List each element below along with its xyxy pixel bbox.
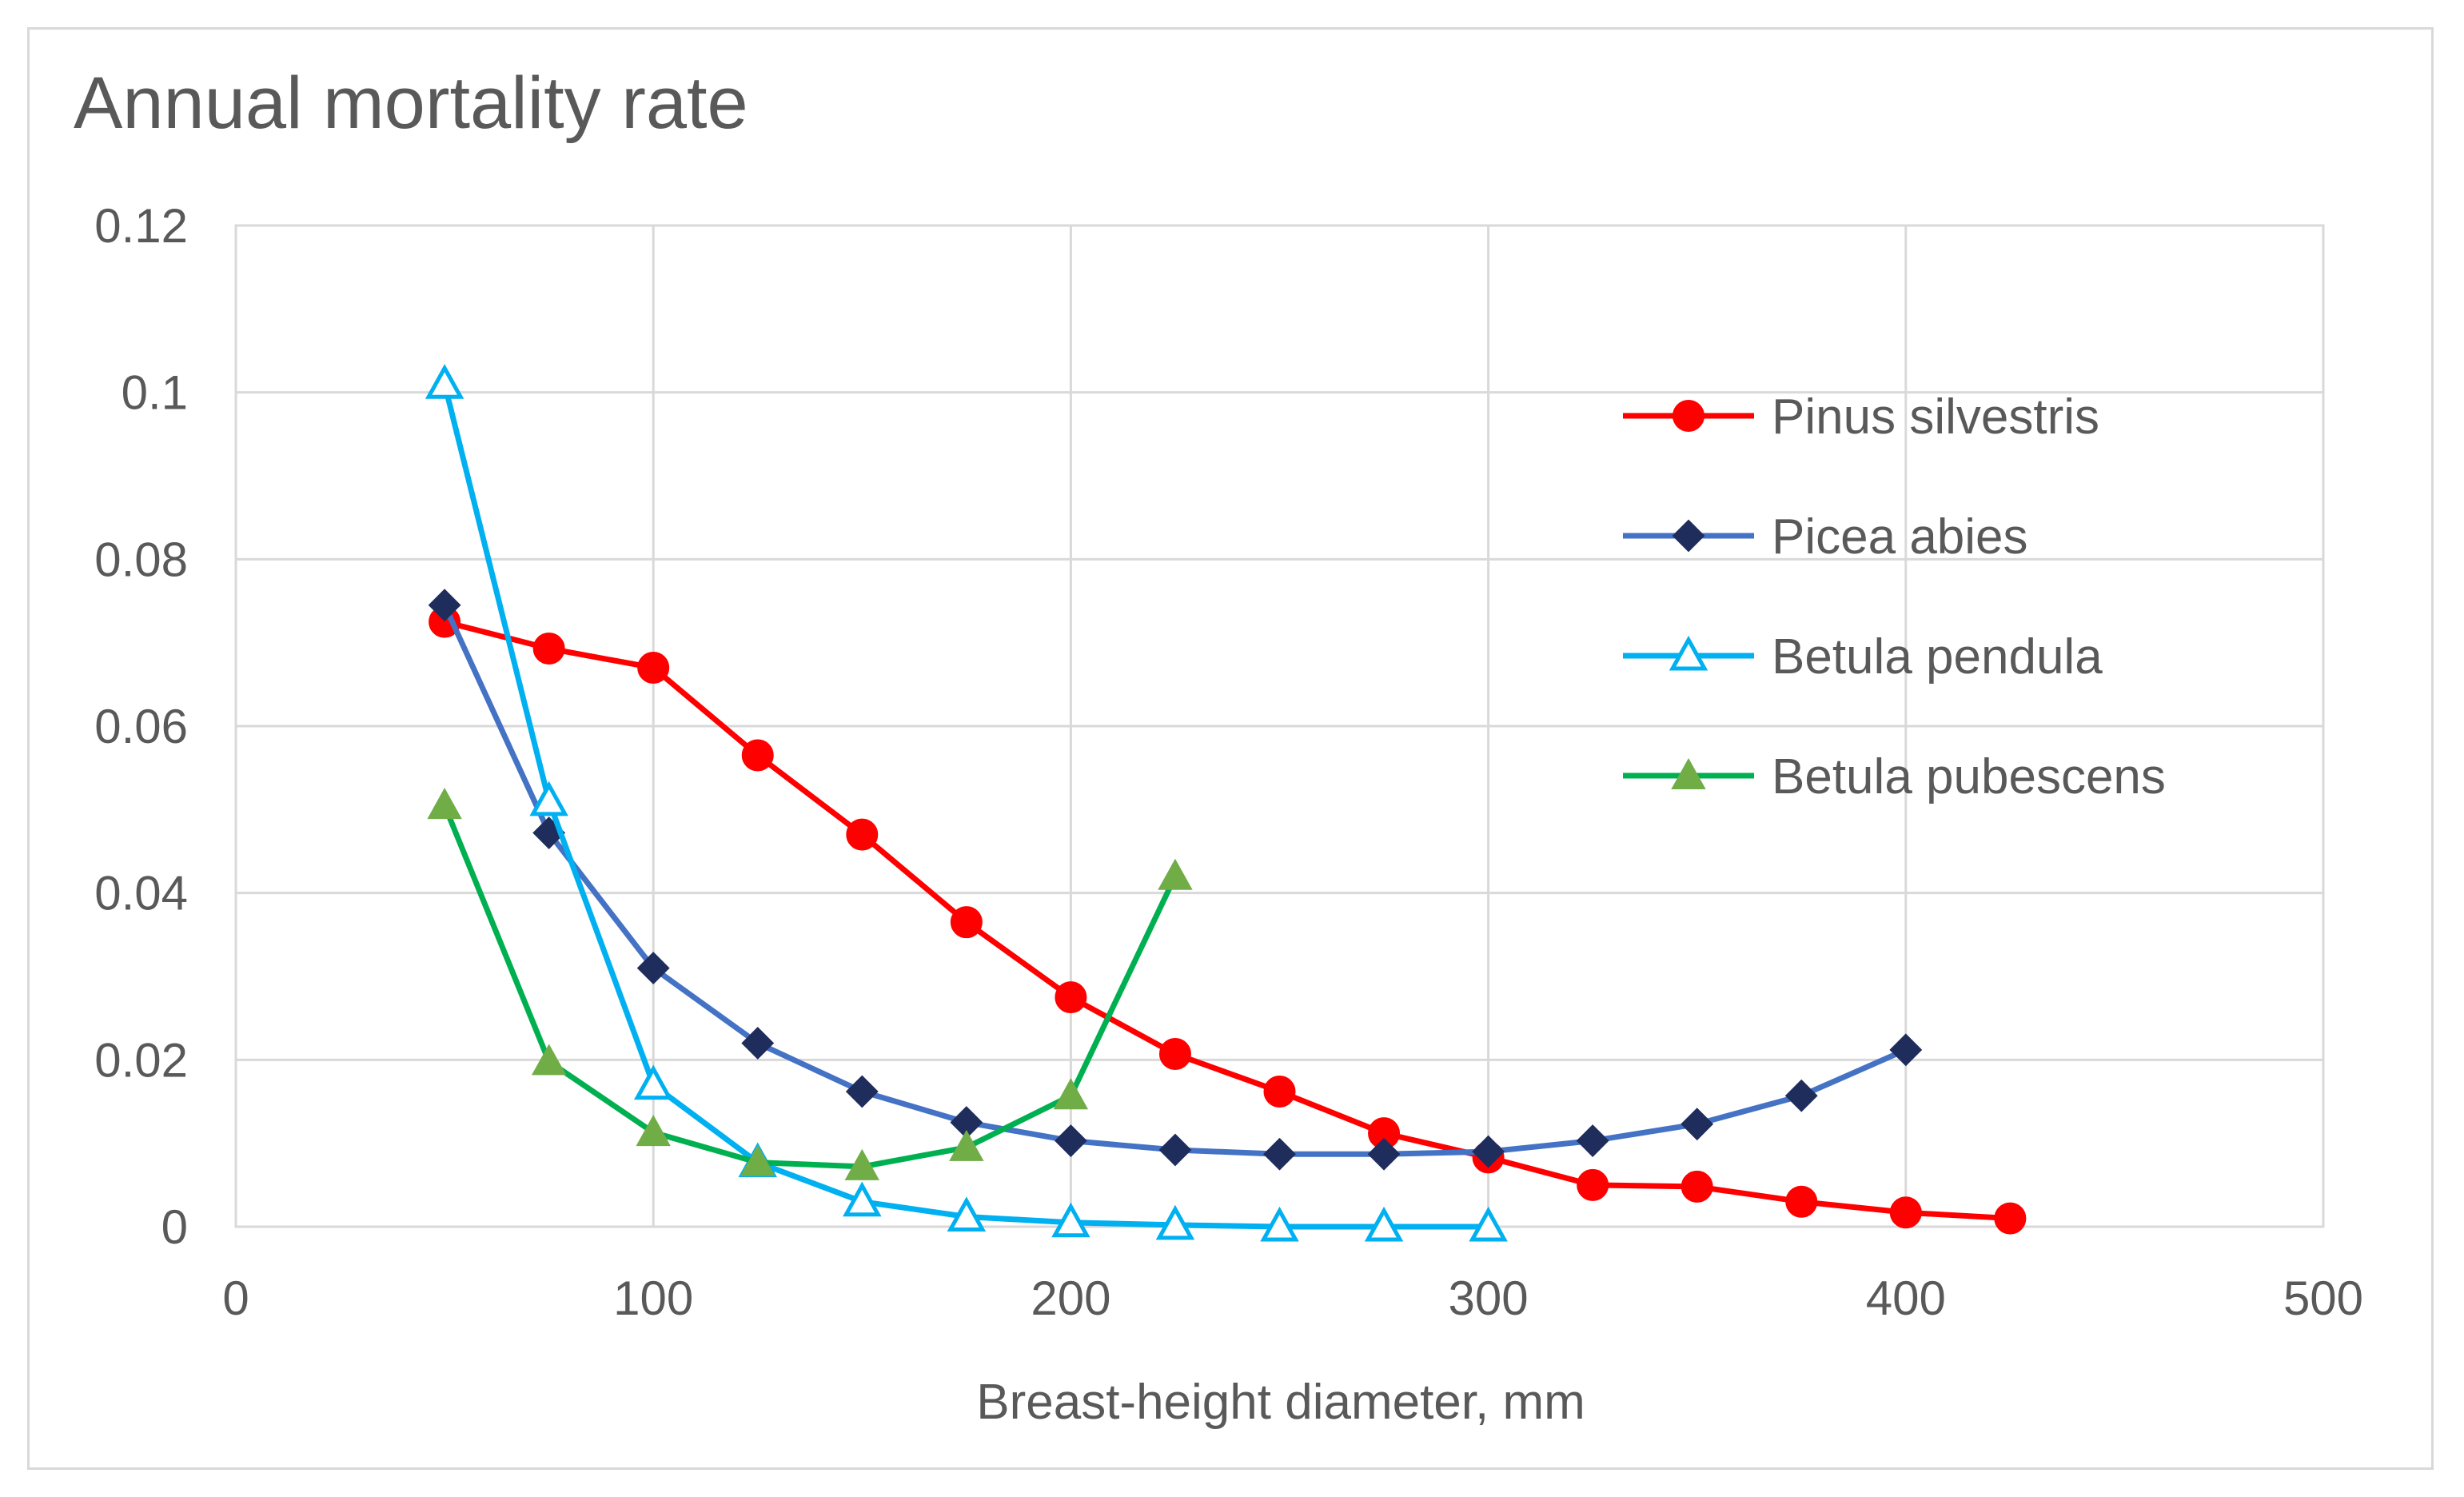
data-point xyxy=(741,1027,775,1060)
data-point xyxy=(844,1148,879,1180)
data-point xyxy=(845,1075,879,1108)
data-point xyxy=(529,780,568,816)
data-point xyxy=(1263,1137,1296,1171)
series-line xyxy=(441,802,1178,1170)
legend-entry: Betula pendula xyxy=(1623,629,2103,685)
gridlines xyxy=(234,224,2325,1228)
x-tick-label: 500 xyxy=(2283,1271,2363,1325)
y-tick-label: 0.1 xyxy=(122,366,188,420)
data-point xyxy=(532,632,565,665)
data-point xyxy=(1785,1185,1818,1218)
series-picea-abies xyxy=(428,589,1923,1171)
legend-swatch-marker xyxy=(1669,635,1708,671)
x-axis-ticks: 0 100 200 300 400 500 xyxy=(222,1271,2363,1325)
y-tick-label: 0.04 xyxy=(94,867,188,920)
legend-swatch-marker xyxy=(1673,400,1704,432)
y-tick-label: 0.02 xyxy=(94,1033,188,1087)
data-point xyxy=(950,906,983,939)
x-tick-label: 300 xyxy=(1449,1271,1529,1325)
data-point xyxy=(846,818,879,851)
data-point xyxy=(636,1115,671,1147)
legend-label: Betula pubescens xyxy=(1772,749,2166,804)
x-tick-label: 200 xyxy=(1031,1271,1110,1325)
data-point xyxy=(1576,1124,1609,1157)
y-tick-label: 0.08 xyxy=(94,533,188,586)
y-tick-label: 0.12 xyxy=(94,199,188,253)
series-betula-pubescens xyxy=(427,788,1193,1180)
x-tick-label: 0 xyxy=(222,1271,249,1325)
data-point xyxy=(949,1129,984,1161)
x-axis-title: Breast-height diameter, mm xyxy=(976,1375,1585,1430)
data-point xyxy=(636,952,670,984)
data-point xyxy=(428,589,461,622)
legend-label: Picea abies xyxy=(1772,509,2028,565)
data-point xyxy=(1054,1124,1087,1157)
legend-entry: Picea abies xyxy=(1623,509,2028,565)
data-point xyxy=(741,739,774,772)
data-point xyxy=(1158,1038,1191,1071)
y-tick-label: 0 xyxy=(161,1200,188,1254)
data-point xyxy=(1784,1079,1818,1112)
data-point xyxy=(425,364,464,399)
data-point xyxy=(843,1181,882,1217)
data-point xyxy=(1158,1133,1192,1167)
data-point xyxy=(740,1144,775,1176)
x-tick-label: 400 xyxy=(1866,1271,1946,1325)
legend-label: Betula pendula xyxy=(1772,629,2103,685)
data-point xyxy=(1260,1206,1299,1242)
data-point xyxy=(1472,1135,1505,1168)
legend: Pinus silvestris Picea abies Betula pendul… xyxy=(1623,389,2166,804)
data-point xyxy=(1889,1033,1923,1067)
data-point xyxy=(1681,1108,1714,1141)
chart-title: Annual mortality rate xyxy=(74,62,748,144)
data-point xyxy=(633,1064,673,1100)
series-layer xyxy=(425,364,2027,1242)
series-line xyxy=(441,619,2013,1222)
data-point xyxy=(1469,1206,1508,1242)
legend-entry: Betula pubescens xyxy=(1623,749,2166,804)
data-point xyxy=(1051,1202,1090,1238)
data-point xyxy=(1367,1137,1401,1171)
chart-frame xyxy=(27,27,2434,1470)
series-betula-pendula xyxy=(425,364,1508,1242)
data-point xyxy=(531,1044,567,1076)
data-point xyxy=(1155,1204,1195,1240)
data-point xyxy=(1158,858,1193,890)
legend-label: Pinus silvestris xyxy=(1772,389,2099,445)
legend-swatch-marker xyxy=(1671,757,1706,789)
data-point xyxy=(1053,1078,1089,1110)
y-axis-ticks: 0 0.02 0.04 0.06 0.08 0.1 0.12 xyxy=(94,199,188,1254)
x-tick-label: 100 xyxy=(613,1271,693,1325)
data-point xyxy=(427,788,462,820)
legend-entry: Pinus silvestris xyxy=(1623,389,2099,445)
data-point xyxy=(637,651,670,684)
data-point xyxy=(1681,1170,1713,1203)
data-point xyxy=(1263,1075,1296,1108)
y-tick-label: 0.06 xyxy=(94,700,188,753)
legend-swatch-marker xyxy=(1672,519,1705,553)
data-point xyxy=(1364,1206,1404,1242)
data-point xyxy=(1055,981,1087,1014)
data-point xyxy=(1577,1168,1609,1201)
data-point xyxy=(1994,1202,2027,1235)
data-point xyxy=(947,1196,987,1232)
data-point xyxy=(1889,1196,1922,1229)
